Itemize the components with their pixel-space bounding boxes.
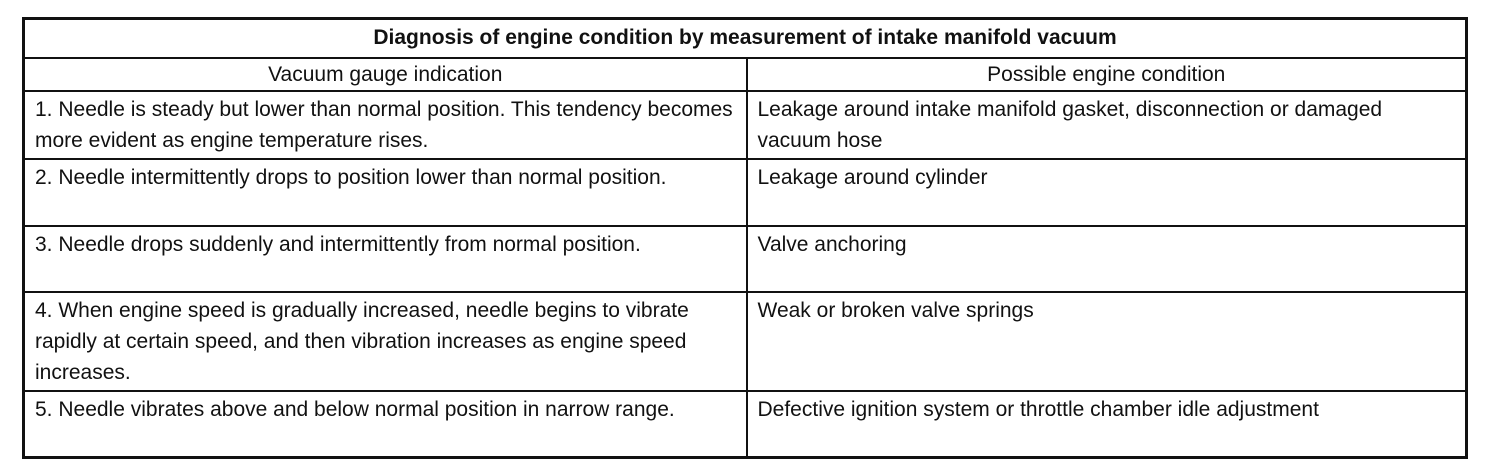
column-header-condition: Possible engine condition [745, 57, 1468, 92]
table-row: 4. When engine speed is gradually increa… [22, 291, 1468, 392]
indication-cell: 4. When engine speed is gradually increa… [22, 291, 748, 392]
table-row: 2. Needle intermittently drops to positi… [22, 158, 1468, 227]
condition-cell: Weak or broken valve springs [745, 291, 1468, 392]
indication-cell: 5. Needle vibrates above and below norma… [22, 390, 748, 458]
table-row: 5. Needle vibrates above and below norma… [22, 390, 1468, 458]
column-header-indication: Vacuum gauge indication [22, 57, 748, 92]
condition-cell: Leakage around intake manifold gasket, d… [745, 90, 1468, 160]
indication-cell: 1. Needle is steady but lower than norma… [22, 90, 748, 160]
table-header-row: Vacuum gauge indication Possible engine … [22, 57, 1468, 92]
indication-cell: 2. Needle intermittently drops to positi… [22, 158, 748, 227]
table-row: 1. Needle is steady but lower than norma… [22, 90, 1468, 160]
condition-cell: Valve anchoring [745, 225, 1468, 293]
diagnosis-table-container: Diagnosis of engine condition by measure… [22, 17, 1469, 459]
table-title: Diagnosis of engine condition by measure… [22, 17, 1468, 59]
condition-cell: Defective ignition system or throttle ch… [745, 390, 1468, 458]
indication-cell: 3. Needle drops suddenly and intermitten… [22, 225, 748, 293]
table-title-row: Diagnosis of engine condition by measure… [22, 17, 1468, 59]
condition-cell: Leakage around cylinder [745, 158, 1468, 227]
diagnosis-table: Diagnosis of engine condition by measure… [22, 17, 1469, 459]
table-row: 3. Needle drops suddenly and intermitten… [22, 225, 1468, 293]
